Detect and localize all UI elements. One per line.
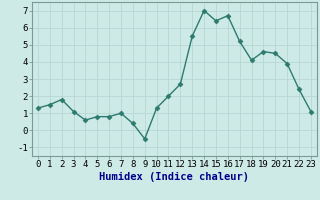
X-axis label: Humidex (Indice chaleur): Humidex (Indice chaleur)	[100, 172, 249, 182]
